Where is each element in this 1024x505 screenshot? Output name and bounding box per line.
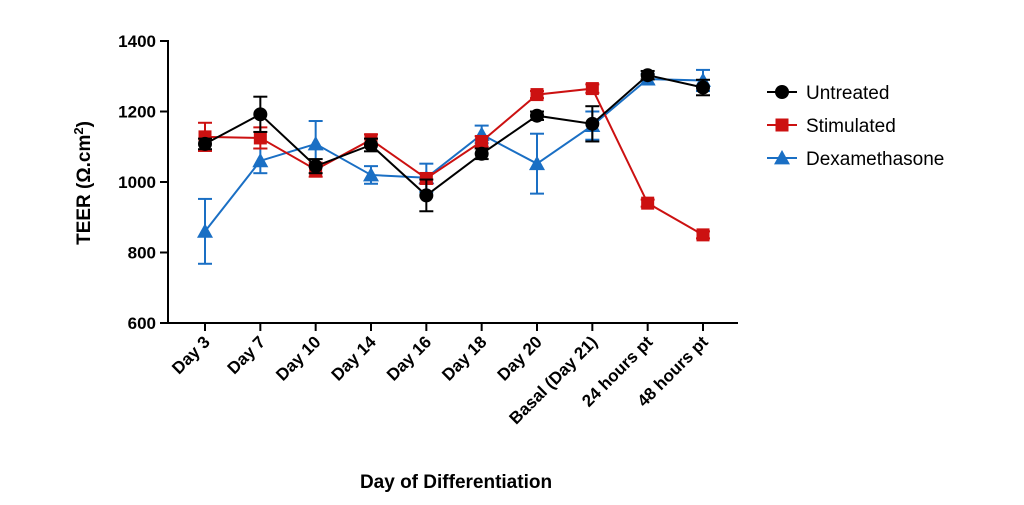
data-point <box>364 137 378 152</box>
series-line <box>204 74 704 197</box>
y-axis-title-suffix: ) <box>74 121 95 127</box>
x-axis-title: Day of Differentiation <box>360 472 552 493</box>
x-tick-label: Day 14 <box>328 332 381 385</box>
legend: Untreated Stimulated Dexamethasone <box>767 83 944 170</box>
x-tick-label: Day 10 <box>272 332 324 384</box>
data-point <box>641 196 655 210</box>
axes: 600 800 1000 1200 1400 Day 3 Day 7 Day 10 Day 14… <box>118 32 738 428</box>
legend-marker <box>775 118 789 132</box>
data-point <box>585 116 600 131</box>
series-stimulated <box>198 82 710 242</box>
legend-label: Untreated <box>806 83 889 104</box>
data-point <box>197 223 213 238</box>
data-point <box>585 82 599 96</box>
y-tick-label: 1400 <box>118 32 156 51</box>
y-axis-title: TEER (Ω.cm2) <box>71 121 96 245</box>
plot-area <box>197 68 711 265</box>
data-point <box>308 159 323 174</box>
legend-label: Dexamethasone <box>806 149 944 170</box>
series-line <box>204 87 704 236</box>
series-untreated <box>198 68 710 213</box>
y-tick-label: 1200 <box>118 103 156 122</box>
series-line <box>204 78 704 232</box>
data-point <box>696 228 710 242</box>
data-point <box>475 134 489 148</box>
y-tick-label: 600 <box>128 314 156 333</box>
data-point <box>253 107 268 122</box>
y-tick-label: 1000 <box>118 173 156 192</box>
legend-item-dexamethasone: Dexamethasone <box>767 149 944 170</box>
data-point <box>530 108 544 123</box>
data-point <box>529 155 545 171</box>
x-tick-label: Day 3 <box>168 332 214 378</box>
y-tick-label: 800 <box>128 244 156 263</box>
data-point <box>363 166 379 182</box>
x-tick-label: Day 7 <box>224 332 270 378</box>
y-axis-title-superscript: 2 <box>71 127 86 134</box>
data-point <box>252 152 269 168</box>
data-point <box>198 136 212 151</box>
legend-label: Stimulated <box>806 116 896 137</box>
legend-marker <box>774 150 790 165</box>
y-axis-title-main: TEER (Ω.cm <box>74 135 95 245</box>
data-point <box>419 171 433 185</box>
data-point <box>530 88 544 102</box>
x-tick-label: Day 16 <box>383 332 435 384</box>
legend-item-untreated: Untreated <box>767 83 889 104</box>
data-point <box>307 135 324 151</box>
data-point <box>640 68 655 83</box>
data-point <box>696 80 710 95</box>
legend-marker <box>775 85 789 99</box>
data-point <box>419 188 434 203</box>
x-tick-label: Day 18 <box>438 332 490 384</box>
legend-item-stimulated: Stimulated <box>767 116 896 137</box>
x-tick-label: Day 20 <box>494 332 546 384</box>
data-point <box>253 131 267 145</box>
series-dexamethasone <box>197 68 711 265</box>
data-point <box>474 146 489 161</box>
